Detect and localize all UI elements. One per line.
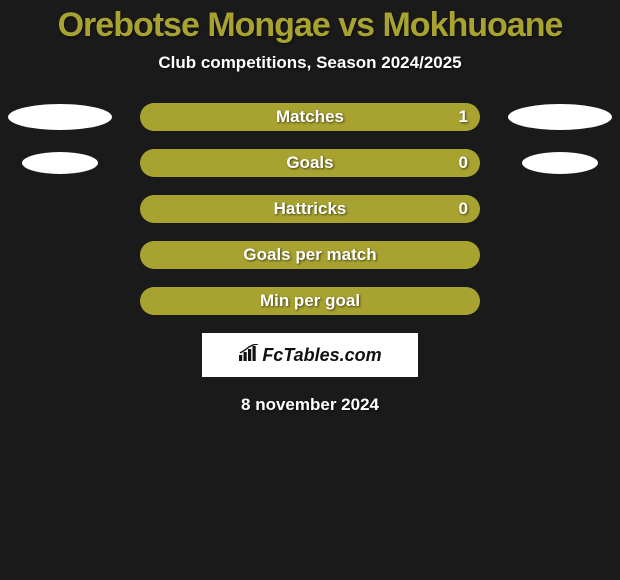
stat-right-value: 0 (459, 199, 468, 219)
stat-bar: Goals0 (140, 149, 480, 177)
stat-label: Goals per match (140, 245, 480, 265)
left-ellipse (22, 152, 98, 174)
logo: FcTables.com (238, 344, 381, 367)
stat-label: Hattricks (140, 199, 480, 219)
page-title: Orebotse Mongae vs Mokhuoane (0, 0, 620, 45)
stat-right-value: 0 (459, 153, 468, 173)
stat-bar: Matches1 (140, 103, 480, 131)
stat-row: Matches1 (0, 103, 620, 131)
subtitle: Club competitions, Season 2024/2025 (0, 53, 620, 73)
stat-right-value: 1 (459, 107, 468, 127)
right-ellipse (522, 152, 598, 174)
stat-row: Goals0 (0, 149, 620, 177)
stat-label: Min per goal (140, 291, 480, 311)
logo-box: FcTables.com (202, 333, 418, 377)
right-ellipse (508, 104, 612, 130)
stat-bar: Min per goal (140, 287, 480, 315)
date-text: 8 november 2024 (0, 395, 620, 415)
stat-label: Goals (140, 153, 480, 173)
stat-label: Matches (140, 107, 480, 127)
stats-container: Matches1Goals0Hattricks0Goals per matchM… (0, 103, 620, 315)
stat-bar: Goals per match (140, 241, 480, 269)
logo-chart-icon (238, 344, 260, 367)
left-ellipse (8, 104, 112, 130)
stat-row: Min per goal (0, 287, 620, 315)
logo-text: FcTables.com (262, 345, 381, 366)
stat-row: Hattricks0 (0, 195, 620, 223)
stat-bar: Hattricks0 (140, 195, 480, 223)
stat-row: Goals per match (0, 241, 620, 269)
